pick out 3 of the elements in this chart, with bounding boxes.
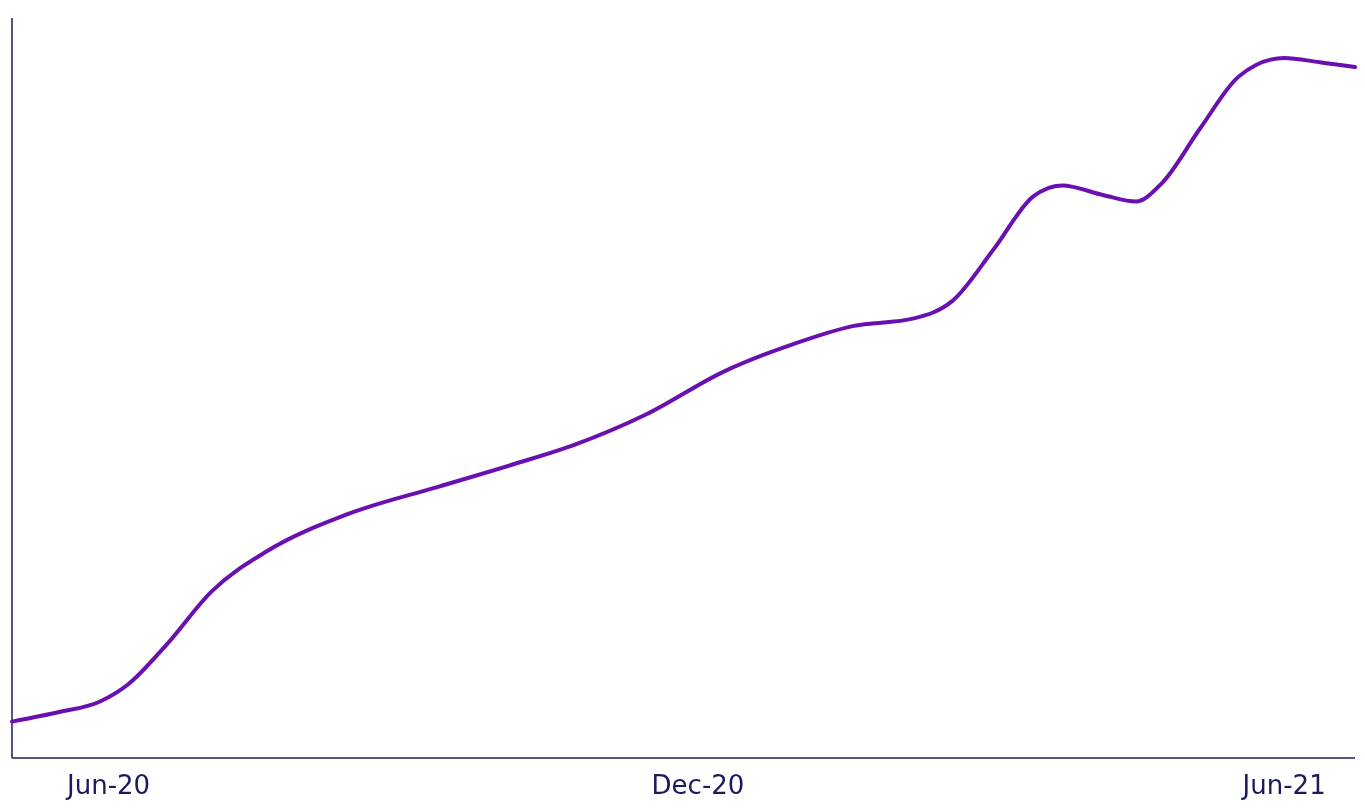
x-tick-label: Jun-20 [65, 770, 151, 800]
x-tick-label: Jun-21 [1240, 770, 1326, 800]
x-tick-label: Dec-20 [651, 770, 745, 800]
